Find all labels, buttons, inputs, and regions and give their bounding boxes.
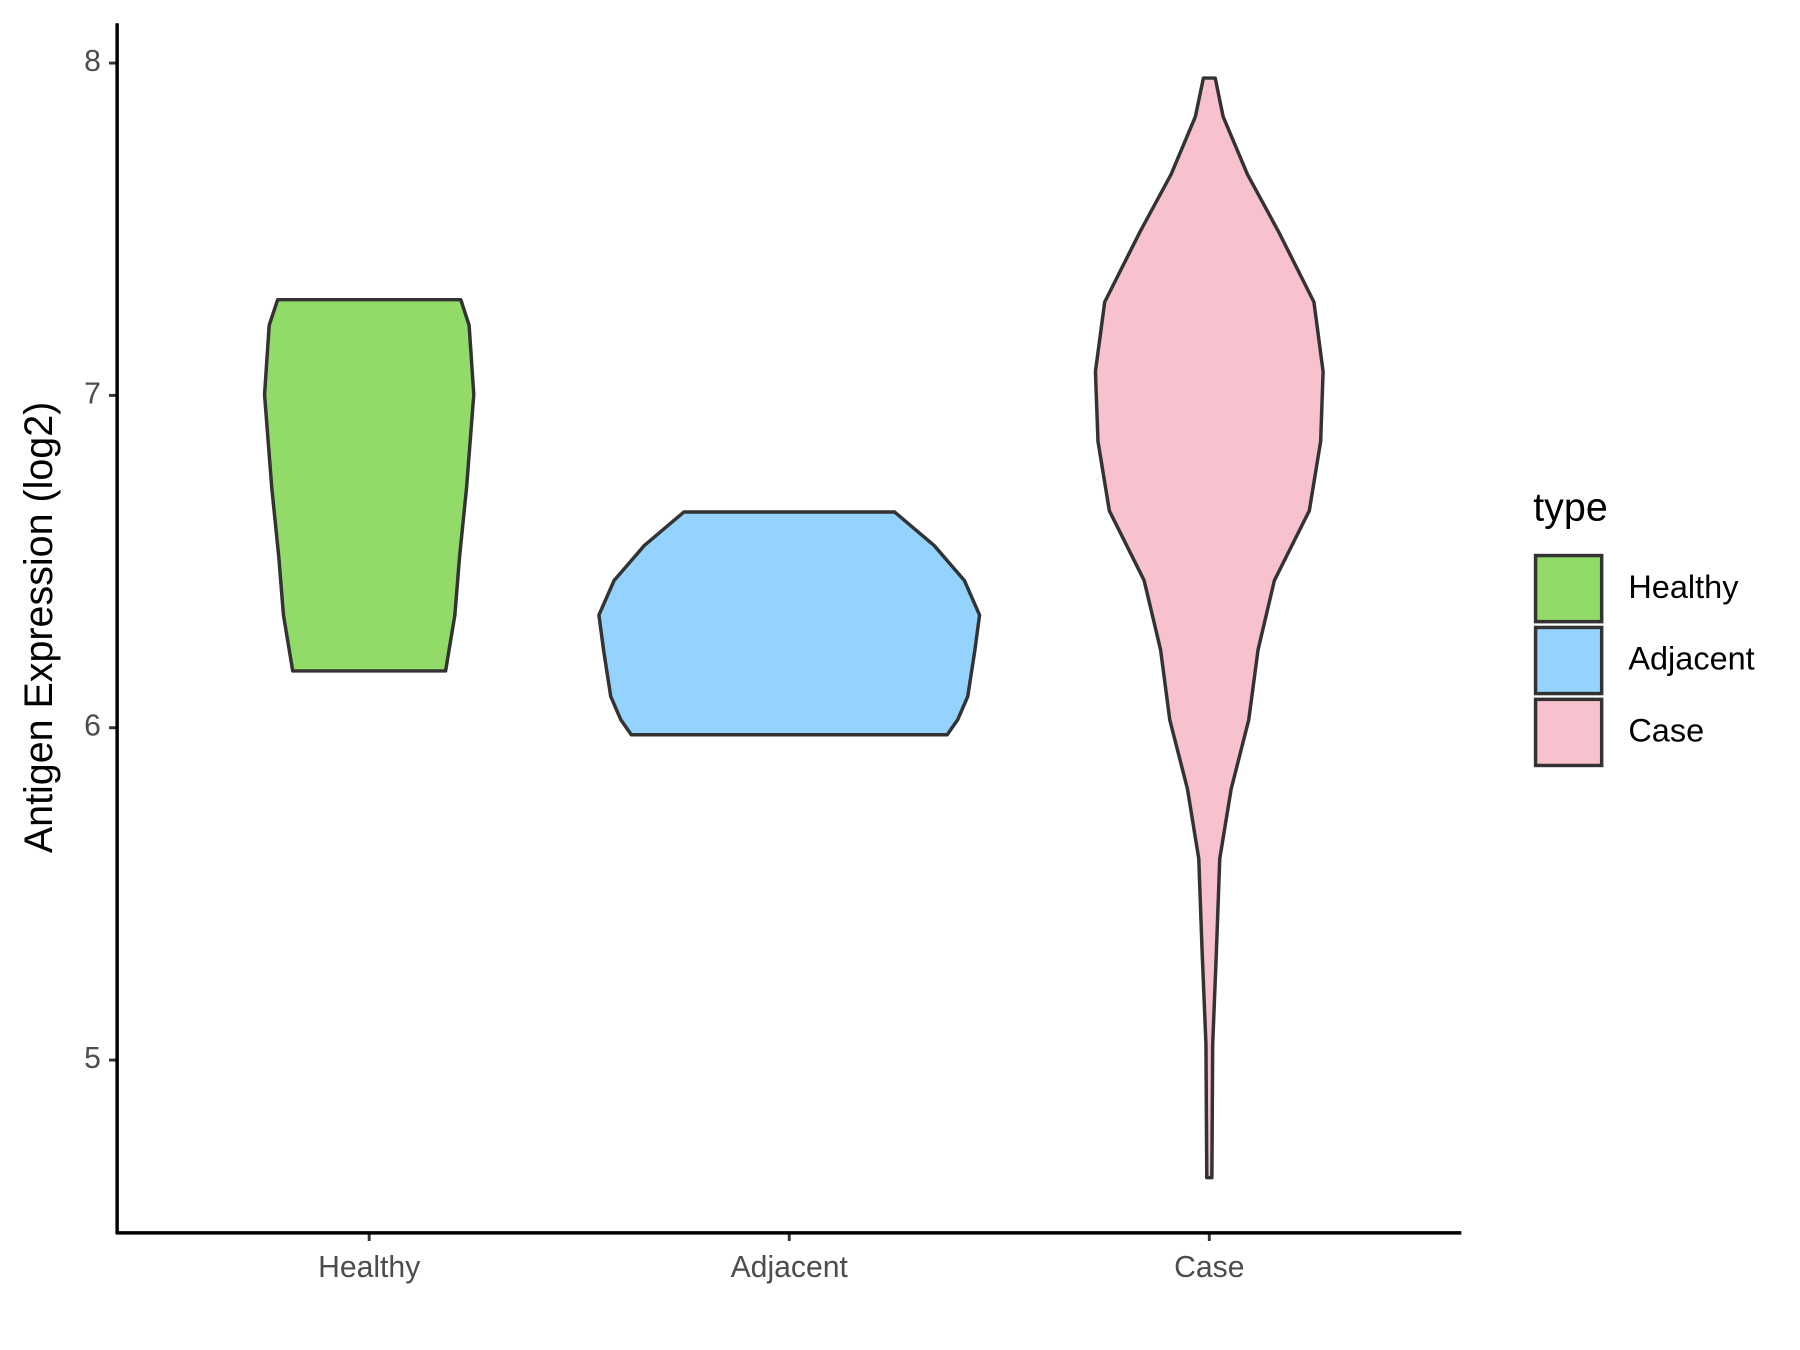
legend-title: type <box>1533 486 1608 530</box>
x-tick-label: Healthy <box>318 1251 421 1284</box>
legend-label: Case <box>1628 713 1704 749</box>
violin <box>1093 76 1325 1180</box>
x-tick-label: Adjacent <box>731 1251 849 1284</box>
y-tick-label: 6 <box>84 710 101 743</box>
legend-key <box>1533 625 1604 696</box>
legend-key <box>1533 553 1604 624</box>
legend-label: Adjacent <box>1628 641 1754 677</box>
x-tick-label: Case <box>1174 1251 1244 1284</box>
y-axis-title: Antigen Expression (log2) <box>17 402 61 853</box>
legend-key <box>1533 697 1604 768</box>
legend-label: Healthy <box>1628 569 1739 605</box>
violin <box>262 297 476 673</box>
y-tick-label: 8 <box>84 45 101 78</box>
violin <box>597 510 982 737</box>
y-tick-label: 5 <box>84 1042 101 1075</box>
y-tick-label: 7 <box>84 377 101 410</box>
